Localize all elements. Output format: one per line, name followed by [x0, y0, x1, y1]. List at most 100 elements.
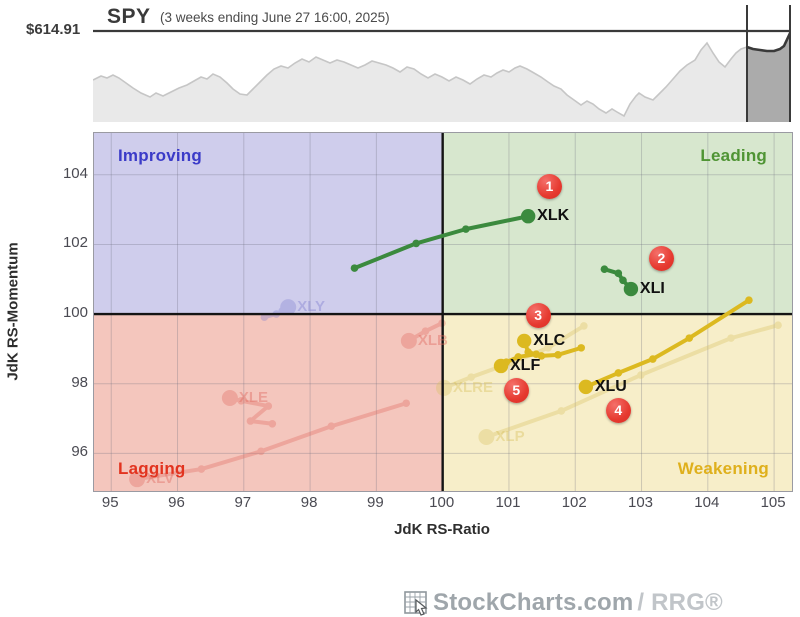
tailpoint-xlc [577, 344, 586, 352]
price-label: $614.91 [26, 21, 81, 38]
chart-subtitle: (3 weeks ending June 27 16:00, 2025) [160, 10, 390, 25]
tail-xli [600, 265, 639, 297]
rank-badge-2: 2 [648, 245, 674, 271]
watermark: StockCharts.com / RRG® [404, 589, 723, 617]
x-tick-99: 99 [367, 494, 384, 511]
x-tick-97: 97 [234, 494, 252, 511]
tailpoint-xlp [637, 371, 645, 379]
tail-xlb [400, 319, 446, 349]
x-tick-101: 101 [495, 494, 521, 511]
spy-mini-chart [93, 5, 791, 122]
ticker-label-xly: XLY [297, 298, 326, 316]
stockcharts-logo-icon [404, 590, 428, 616]
tailpoint-xlk [350, 264, 359, 272]
x-tick-104: 104 [694, 494, 720, 511]
x-tick-102: 102 [561, 494, 587, 511]
tail-xlc [517, 333, 586, 360]
tailpoint-xlv [197, 465, 206, 473]
marker-xlk [520, 209, 536, 224]
tailpoint-xle [246, 417, 255, 425]
y-tick-98: 98 [71, 373, 88, 391]
tail-xlre [435, 322, 588, 396]
ticker-label-xlc: XLC [533, 331, 566, 349]
ticker-label-xlf: XLF [510, 356, 541, 374]
rank-badge-4: 4 [605, 398, 631, 424]
tailpoint-xlv [257, 447, 265, 456]
tail-xly [260, 299, 297, 322]
marker-xlv [129, 471, 146, 488]
rrg-canvas [94, 133, 792, 491]
y-tick-96: 96 [71, 443, 88, 461]
y-tick-102: 102 [62, 234, 88, 252]
x-axis-title: JdK RS-Ratio [394, 521, 490, 538]
marker-xli [623, 281, 639, 297]
tailpoint-xlb [421, 327, 430, 335]
tailpoint-xlp [774, 321, 782, 330]
ticker-label-xlp: XLP [495, 428, 525, 446]
x-tick-96: 96 [168, 494, 185, 511]
ticker-label-xlk: XLK [537, 207, 570, 225]
tailpoint-xle [264, 402, 273, 410]
ticker-label-xlre: XLRE [452, 378, 493, 396]
rrg-plot: Improving Leading Lagging Weakening Stoc… [93, 132, 793, 616]
tail-xlk [350, 209, 536, 272]
marker-xlc [517, 333, 532, 349]
tailpoint-xlv [327, 422, 336, 431]
tailpoint-xlre [580, 322, 588, 330]
ticker-label-xle: XLE [238, 389, 269, 407]
tailpoint-xlv [402, 399, 411, 408]
tail-xle [221, 390, 277, 428]
tail-xlu [578, 296, 753, 395]
y-axis-title: JdK RS-Momentum [4, 242, 22, 381]
quadrant-label-leading: Leading [700, 146, 767, 165]
tailpoint-xlp [727, 334, 735, 342]
rank-badge-1: 1 [536, 174, 562, 200]
tailpoint-xlu [614, 369, 623, 377]
marker-xlb [400, 332, 417, 349]
x-tick-103: 103 [628, 494, 654, 511]
tailpoint-xli [614, 269, 623, 278]
tailpoint-xlc [554, 351, 562, 359]
tailpoint-xlf [514, 353, 523, 361]
tailpoint-xlu [685, 334, 694, 342]
tail-xlp [478, 321, 782, 446]
x-tick-95: 95 [101, 494, 119, 511]
marker-xle [221, 390, 238, 407]
tailpoint-xli [600, 265, 609, 273]
tailpoint-xle [268, 419, 277, 428]
rank-badge-3: 3 [525, 302, 551, 328]
symbol-title: SPY [107, 5, 151, 28]
x-tick-98: 98 [300, 494, 318, 511]
quadrant-improving [94, 133, 443, 315]
marker-xlp [478, 429, 495, 446]
marker-xlre [435, 379, 452, 396]
tailpoint-xlp [557, 407, 566, 415]
tailpoint-xlre [544, 344, 552, 352]
quadrant-lagging [94, 314, 443, 491]
ticker-label-xli: XLI [639, 280, 665, 297]
tailpoint-xlk [412, 239, 420, 248]
tailpoint-xlre [467, 373, 475, 381]
watermark-brand: StockCharts.com [433, 589, 634, 616]
quadrant-label-weakening: Weakening [677, 459, 769, 478]
tail-xlv [129, 399, 411, 488]
tailpoint-xlu [745, 296, 753, 304]
ticker-label-xlb: XLB [417, 331, 448, 349]
tailpoint-xly [260, 313, 269, 322]
ticker-label-xlv: XLV [146, 470, 175, 488]
rank-badge-5: 5 [503, 378, 529, 404]
quadrant-label-lagging: Lagging [118, 459, 186, 478]
tailpoint-xlk [462, 225, 470, 233]
x-tick-105: 105 [760, 494, 786, 511]
marker-xlu [578, 379, 594, 395]
tail-xlf [493, 350, 540, 374]
quadrant-label-improving: Improving [118, 146, 202, 165]
x-tick-100: 100 [429, 494, 455, 511]
marker-xly [280, 299, 297, 316]
ghost-tails [129, 299, 782, 488]
tailpoint-xli [619, 276, 627, 285]
tailpoint-xlf [532, 350, 540, 358]
y-tick-104: 104 [62, 164, 88, 182]
tailpoint-xly [278, 307, 287, 315]
bright-tails [350, 209, 753, 395]
